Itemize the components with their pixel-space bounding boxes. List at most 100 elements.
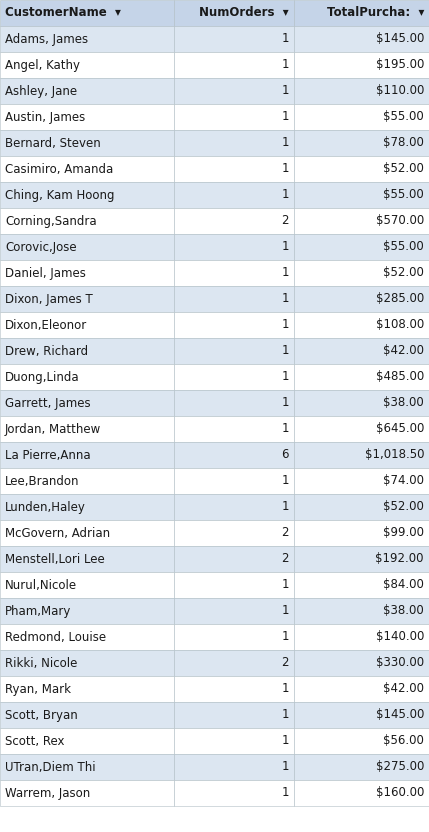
Bar <box>294 208 429 234</box>
Bar <box>0 26 174 52</box>
Text: CustomerName  ▾: CustomerName ▾ <box>5 7 121 19</box>
Bar <box>174 364 294 390</box>
Text: 2: 2 <box>281 552 289 566</box>
Text: 1: 1 <box>281 162 289 176</box>
Bar <box>174 338 294 364</box>
Bar <box>0 260 174 286</box>
Bar <box>0 130 174 156</box>
Text: $1,018.50: $1,018.50 <box>365 448 424 462</box>
Text: 1: 1 <box>281 293 289 305</box>
Text: Casimiro, Amanda: Casimiro, Amanda <box>5 162 113 176</box>
Bar <box>0 52 174 78</box>
Bar <box>294 78 429 104</box>
Text: 1: 1 <box>281 760 289 774</box>
Text: $145.00: $145.00 <box>376 709 424 721</box>
Text: Angel, Kathy: Angel, Kathy <box>5 58 80 72</box>
Bar <box>0 468 174 494</box>
Text: 2: 2 <box>281 215 289 227</box>
Text: $108.00: $108.00 <box>376 319 424 331</box>
Bar <box>174 312 294 338</box>
Text: $52.00: $52.00 <box>383 501 424 513</box>
Bar <box>0 546 174 572</box>
Bar <box>294 572 429 598</box>
Text: $52.00: $52.00 <box>383 162 424 176</box>
Text: Lunden,Haley: Lunden,Haley <box>5 501 86 513</box>
Text: $84.00: $84.00 <box>383 578 424 592</box>
Text: Duong,Linda: Duong,Linda <box>5 370 80 384</box>
Bar <box>174 650 294 676</box>
Bar <box>294 676 429 702</box>
Text: 1: 1 <box>281 397 289 409</box>
Bar <box>294 286 429 312</box>
Text: $145.00: $145.00 <box>376 32 424 46</box>
Bar <box>174 26 294 52</box>
Bar <box>174 78 294 104</box>
Text: 1: 1 <box>281 578 289 592</box>
Text: $485.00: $485.00 <box>376 370 424 384</box>
Text: $74.00: $74.00 <box>383 474 424 488</box>
Bar <box>0 390 174 416</box>
Bar <box>294 234 429 260</box>
Text: $55.00: $55.00 <box>383 240 424 254</box>
Text: La Pierre,Anna: La Pierre,Anna <box>5 448 91 462</box>
Text: 2: 2 <box>281 527 289 539</box>
Bar <box>174 442 294 468</box>
Bar <box>174 546 294 572</box>
Text: $99.00: $99.00 <box>383 527 424 539</box>
Text: McGovern, Adrian: McGovern, Adrian <box>5 527 110 539</box>
Bar <box>0 78 174 104</box>
Bar <box>0 286 174 312</box>
Text: 1: 1 <box>281 735 289 747</box>
Text: Ching, Kam Hoong: Ching, Kam Hoong <box>5 189 115 201</box>
Bar <box>294 390 429 416</box>
Bar <box>294 728 429 754</box>
Bar <box>294 312 429 338</box>
Bar <box>0 780 174 806</box>
Bar <box>0 728 174 754</box>
Text: Dixon,Eleonor: Dixon,Eleonor <box>5 319 87 331</box>
Text: Dixon, James T: Dixon, James T <box>5 293 93 305</box>
Text: Rikki, Nicole: Rikki, Nicole <box>5 656 77 670</box>
Bar <box>0 312 174 338</box>
Bar <box>294 338 429 364</box>
Text: 6: 6 <box>281 448 289 462</box>
Bar <box>294 0 429 26</box>
Bar <box>174 728 294 754</box>
Bar <box>174 286 294 312</box>
Text: Lee,Brandon: Lee,Brandon <box>5 474 79 488</box>
Text: $275.00: $275.00 <box>376 760 424 774</box>
Text: Menstell,Lori Lee: Menstell,Lori Lee <box>5 552 105 566</box>
Text: Warrem, Jason: Warrem, Jason <box>5 786 90 800</box>
Bar <box>294 754 429 780</box>
Bar <box>174 260 294 286</box>
Bar <box>174 208 294 234</box>
Text: $645.00: $645.00 <box>376 423 424 435</box>
Text: $42.00: $42.00 <box>383 344 424 358</box>
Text: 1: 1 <box>281 319 289 331</box>
Text: $140.00: $140.00 <box>376 631 424 643</box>
Bar <box>174 520 294 546</box>
Bar <box>0 754 174 780</box>
Bar <box>0 442 174 468</box>
Text: 1: 1 <box>281 240 289 254</box>
Text: 1: 1 <box>281 631 289 643</box>
Text: $55.00: $55.00 <box>383 111 424 123</box>
Text: 1: 1 <box>281 423 289 435</box>
Bar <box>294 546 429 572</box>
Text: Drew, Richard: Drew, Richard <box>5 344 88 358</box>
Text: Ashley, Jane: Ashley, Jane <box>5 85 77 97</box>
Text: Scott, Bryan: Scott, Bryan <box>5 709 78 721</box>
Text: $192.00: $192.00 <box>375 552 424 566</box>
Bar <box>294 780 429 806</box>
Bar <box>294 624 429 650</box>
Bar <box>0 702 174 728</box>
Bar <box>174 494 294 520</box>
Bar <box>174 130 294 156</box>
Bar <box>294 130 429 156</box>
Text: $160.00: $160.00 <box>376 786 424 800</box>
Bar <box>294 26 429 52</box>
Bar <box>0 104 174 130</box>
Bar <box>174 104 294 130</box>
Bar <box>294 650 429 676</box>
Bar <box>294 494 429 520</box>
